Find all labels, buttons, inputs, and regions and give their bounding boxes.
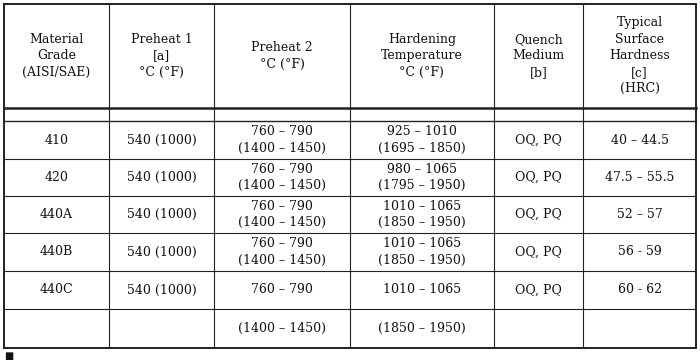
Text: 47.5 – 55.5: 47.5 – 55.5 bbox=[605, 171, 674, 184]
Text: OQ, PQ: OQ, PQ bbox=[515, 208, 562, 221]
Text: 440B: 440B bbox=[40, 245, 73, 258]
Text: 760 – 790
(1400 – 1450): 760 – 790 (1400 – 1450) bbox=[238, 125, 326, 155]
Text: 540 (1000): 540 (1000) bbox=[127, 283, 196, 296]
Text: 760 – 790
(1400 – 1450): 760 – 790 (1400 – 1450) bbox=[238, 200, 326, 230]
Text: OQ, PQ: OQ, PQ bbox=[515, 283, 562, 296]
Text: 440A: 440A bbox=[40, 208, 73, 221]
Text: (1400 – 1450): (1400 – 1450) bbox=[238, 322, 326, 335]
Text: 760 – 790
(1400 – 1450): 760 – 790 (1400 – 1450) bbox=[238, 163, 326, 192]
Text: Hardening
Temperature
°C (°F): Hardening Temperature °C (°F) bbox=[381, 33, 463, 79]
Text: 540 (1000): 540 (1000) bbox=[127, 171, 196, 184]
Text: Typical
Surface
Hardness
[c]
(HRC): Typical Surface Hardness [c] (HRC) bbox=[609, 16, 670, 95]
Text: OQ, PQ: OQ, PQ bbox=[515, 171, 562, 184]
Text: 440C: 440C bbox=[40, 283, 74, 296]
Text: (1850 – 1950): (1850 – 1950) bbox=[378, 322, 466, 335]
Text: 760 – 790
(1400 – 1450): 760 – 790 (1400 – 1450) bbox=[238, 237, 326, 267]
Text: 1010 – 1065
(1850 – 1950): 1010 – 1065 (1850 – 1950) bbox=[378, 200, 466, 230]
Text: 60 - 62: 60 - 62 bbox=[617, 283, 661, 296]
Text: 925 – 1010
(1695 – 1850): 925 – 1010 (1695 – 1850) bbox=[378, 125, 466, 155]
Text: 540 (1000): 540 (1000) bbox=[127, 208, 196, 221]
Text: 980 – 1065
(1795 – 1950): 980 – 1065 (1795 – 1950) bbox=[378, 163, 466, 192]
Text: 56 - 59: 56 - 59 bbox=[618, 245, 662, 258]
Text: Preheat 2
°C (°F): Preheat 2 °C (°F) bbox=[251, 41, 313, 71]
Text: OQ, PQ: OQ, PQ bbox=[515, 134, 562, 147]
Text: 420: 420 bbox=[45, 171, 69, 184]
Text: Quench
Medium
[b]: Quench Medium [b] bbox=[512, 33, 565, 79]
Text: OQ, PQ: OQ, PQ bbox=[515, 245, 562, 258]
Text: 40 – 44.5: 40 – 44.5 bbox=[610, 134, 668, 147]
Text: 540 (1000): 540 (1000) bbox=[127, 134, 196, 147]
Text: 1010 – 1065
(1850 – 1950): 1010 – 1065 (1850 – 1950) bbox=[378, 237, 466, 267]
Text: 1010 – 1065: 1010 – 1065 bbox=[383, 283, 461, 296]
Text: ■: ■ bbox=[4, 352, 13, 361]
Text: Preheat 1
[a]
°C (°F): Preheat 1 [a] °C (°F) bbox=[131, 33, 193, 79]
Text: Material
Grade
(AISI/SAE): Material Grade (AISI/SAE) bbox=[22, 33, 90, 79]
Text: 52 – 57: 52 – 57 bbox=[617, 208, 662, 221]
Text: 540 (1000): 540 (1000) bbox=[127, 245, 196, 258]
Text: 760 – 790: 760 – 790 bbox=[251, 283, 313, 296]
Text: 410: 410 bbox=[45, 134, 69, 147]
